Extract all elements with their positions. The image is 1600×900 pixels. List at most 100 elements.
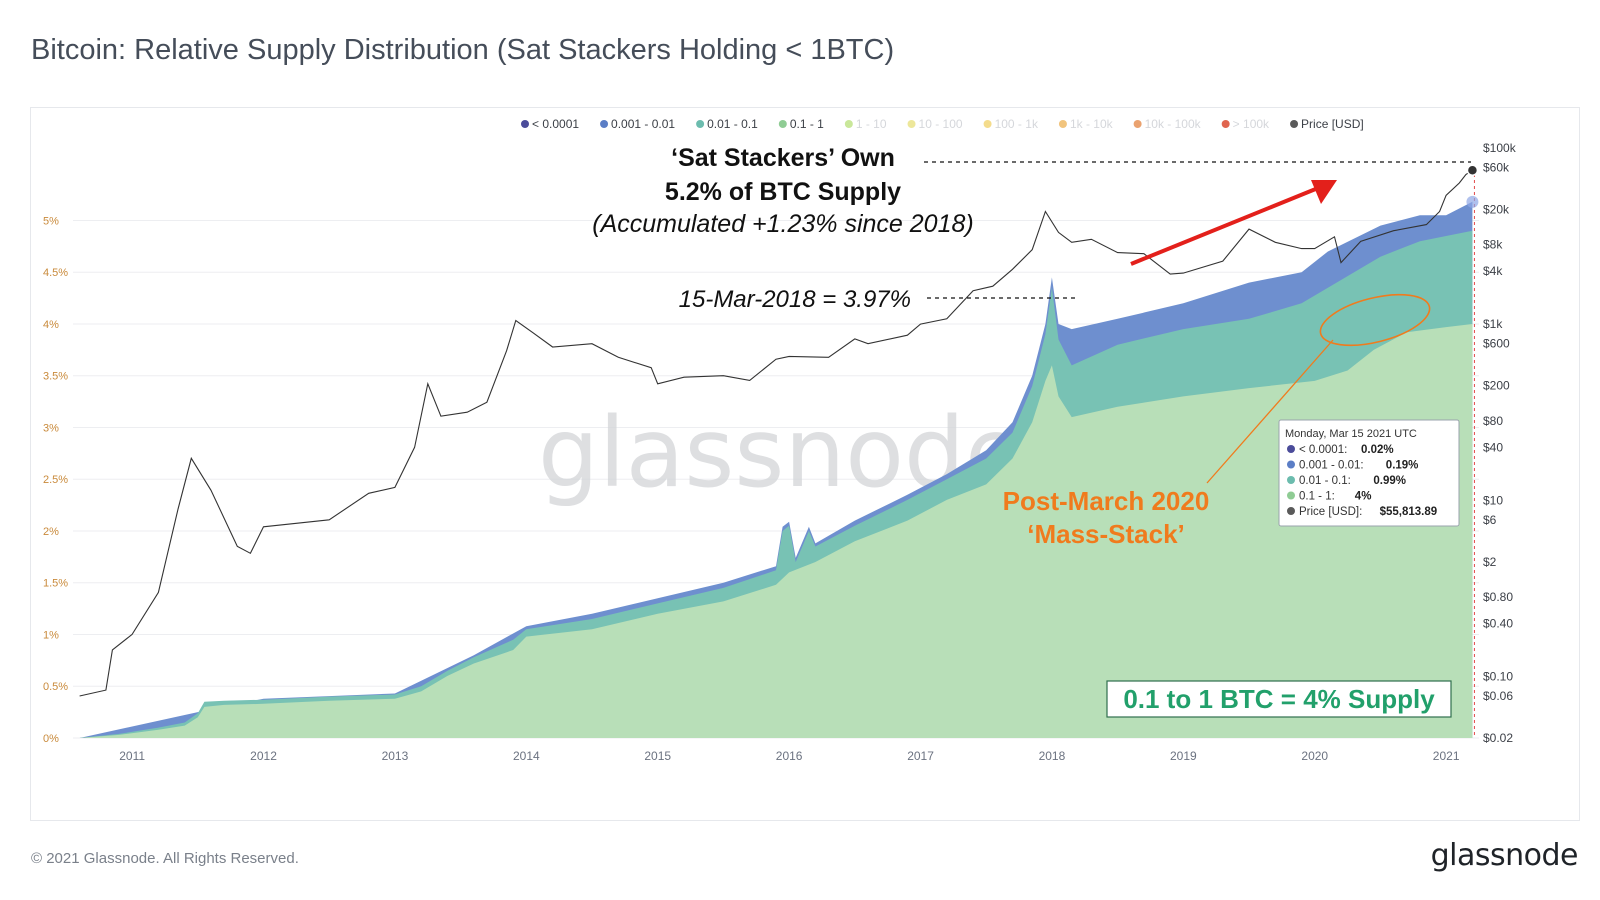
price-tick-label: $2	[1483, 555, 1497, 569]
annotation-supply-box: 0.1 to 1 BTC = 4% Supply	[1123, 684, 1435, 714]
y-tick-label: 3%	[43, 422, 59, 434]
tooltip-swatch	[1287, 507, 1295, 515]
legend-swatch	[907, 120, 916, 128]
legend-label: 10 - 100	[919, 117, 963, 131]
legend-label: 0.1 - 1	[790, 117, 824, 131]
legend-label: > 100k	[1233, 117, 1270, 131]
tooltip-row-value: 0.19%	[1386, 460, 1419, 472]
price-tick-label: $20k	[1483, 203, 1510, 217]
x-tick-label: 2014	[513, 749, 540, 763]
page-title: Bitcoin: Relative Supply Distribution (S…	[31, 34, 895, 66]
annotation-mass-stack-2: ‘Mass-Stack’	[1027, 519, 1185, 549]
tooltip-swatch	[1287, 491, 1295, 500]
legend-swatch	[1290, 120, 1299, 128]
legend-swatch	[1221, 120, 1230, 128]
legend-swatch	[521, 120, 529, 128]
tooltip-date: Monday, Mar 15 2021 UTC	[1285, 428, 1417, 440]
x-tick-label: 2017	[907, 749, 934, 763]
supply-distribution-chart[interactable]: 0% 0.5% 1% 1.5% 2% 2.5% 3% 3.5% 4% 4.5% 5% 2011 2012…	[31, 108, 1579, 820]
x-tick-label: 2011	[119, 749, 145, 763]
supply-box	[1106, 680, 1452, 718]
y-tick-label: 2%	[43, 526, 59, 538]
y-tick-label: 4%	[43, 319, 59, 331]
annotation-headline-3: (Accumulated +1.23% since 2018)	[592, 210, 973, 238]
tooltip-swatch	[1287, 445, 1295, 453]
footer-copyright: © 2021 Glassnode. All Rights Reserved.	[31, 850, 299, 867]
x-tick-label: 2018	[1039, 749, 1066, 763]
tooltip-row-value: $55,813.89	[1380, 506, 1438, 518]
annotation-headline-2: 5.2% of BTC Supply	[665, 178, 901, 206]
legend-label: 10k - 100k	[1145, 117, 1202, 131]
legend-swatch	[696, 120, 705, 128]
price-tick-label: $8k	[1483, 238, 1503, 252]
tooltip-row-value: 0.99%	[1373, 475, 1406, 487]
price-tick-label: $0.06	[1483, 689, 1513, 703]
annotation-mass-stack-1: Post-March 2020	[1003, 486, 1210, 516]
legend-swatch	[1133, 120, 1142, 128]
price-point-marker	[1466, 164, 1479, 177]
tooltip-row-value: 0.02%	[1361, 444, 1394, 456]
price-tick-label: $6	[1483, 513, 1497, 527]
tooltip-row-label: Price [USD]:	[1299, 506, 1362, 518]
tooltip-row-label: 0.01 - 0.1:	[1299, 475, 1351, 487]
y-tick-label: 4.5%	[43, 267, 68, 279]
price-tick-label: $0.02	[1483, 731, 1513, 745]
mass-stack-pointer	[1206, 339, 1334, 484]
y-tick-label: 3.5%	[43, 371, 68, 383]
price-tick-label: $4k	[1483, 264, 1503, 278]
legend-label: 0.001 - 0.01	[611, 117, 675, 131]
tooltip-row-value: 4%	[1355, 491, 1372, 503]
legend-label: Price [USD]	[1301, 117, 1364, 131]
price-tick-label: $0.80	[1483, 590, 1513, 604]
legend-label: 0.01 - 0.1	[707, 117, 758, 131]
y-tick-label: 0.5%	[43, 681, 68, 693]
legend-label: 1k - 10k	[1070, 117, 1114, 131]
x-tick-label: 2016	[776, 749, 803, 763]
legend-swatch	[1058, 120, 1067, 128]
tooltip-swatch	[1287, 460, 1295, 469]
price-tick-label: $0.40	[1483, 616, 1513, 630]
price-tick-label: $80	[1483, 414, 1503, 428]
price-tick-label: $100k	[1483, 141, 1517, 155]
price-line	[79, 169, 1473, 697]
x-tick-label: 2019	[1170, 749, 1197, 763]
x-tick-label: 2015	[644, 749, 671, 763]
tooltip-row-label: 0.1 - 1:	[1299, 491, 1335, 503]
legend-swatch	[983, 120, 992, 128]
tooltip-box	[1278, 419, 1460, 527]
area-0-1-1	[79, 324, 1473, 738]
tooltip-row-label: 0.001 - 0.01:	[1299, 460, 1364, 472]
legend-label: < 0.0001	[532, 117, 579, 131]
x-tick-label: 2020	[1301, 749, 1328, 763]
price-tick-label: $40	[1483, 440, 1503, 454]
trend-arrow	[1130, 184, 1324, 266]
x-tick-label: 2021	[1433, 749, 1460, 763]
legend-label: 1 - 10	[856, 117, 887, 131]
y-tick-label: 1.5%	[43, 578, 68, 590]
price-tick-label: $0.10	[1483, 669, 1513, 683]
y-tick-label: 5%	[43, 215, 59, 227]
price-tick-label: $60k	[1483, 161, 1510, 175]
y-tick-label: 0%	[43, 733, 59, 745]
price-tick-label: $600	[1483, 337, 1510, 351]
annotation-headline-1: ‘Sat Stackers’ Own	[671, 144, 895, 172]
annotation-mar-2018: 15-Mar-2018 = 3.97%	[679, 286, 911, 313]
chart-panel: 0% 0.5% 1% 1.5% 2% 2.5% 3% 3.5% 4% 4.5% 5% 2011 2012…	[30, 107, 1580, 821]
price-tick-label: $10	[1483, 493, 1503, 507]
glassnode-logo[interactable]: glassnode	[1430, 838, 1579, 873]
tooltip-swatch	[1287, 476, 1295, 484]
legend-swatch	[600, 120, 609, 128]
mass-stack-highlight	[1319, 293, 1431, 347]
price-tick-label: $1k	[1483, 317, 1503, 331]
legend-swatch	[844, 120, 853, 128]
price-tick-label: $200	[1483, 379, 1510, 393]
trend-arrowhead	[1311, 180, 1337, 204]
tooltip-row-label: < 0.0001:	[1299, 444, 1347, 456]
legend: < 0.0001 0.001 - 0.01 0.01 - 0.1 0.1 - 1 1 -…	[521, 117, 1364, 131]
y-tick-label: 1%	[43, 629, 59, 641]
x-tick-label: 2012	[250, 749, 277, 763]
tooltip: Monday, Mar 15 2021 UTC < 0.0001: 0.02% 0.…	[1278, 419, 1460, 527]
supply-point-marker	[1466, 195, 1479, 208]
x-tick-label: 2013	[382, 749, 409, 763]
legend-label: 100 - 1k	[995, 117, 1039, 131]
